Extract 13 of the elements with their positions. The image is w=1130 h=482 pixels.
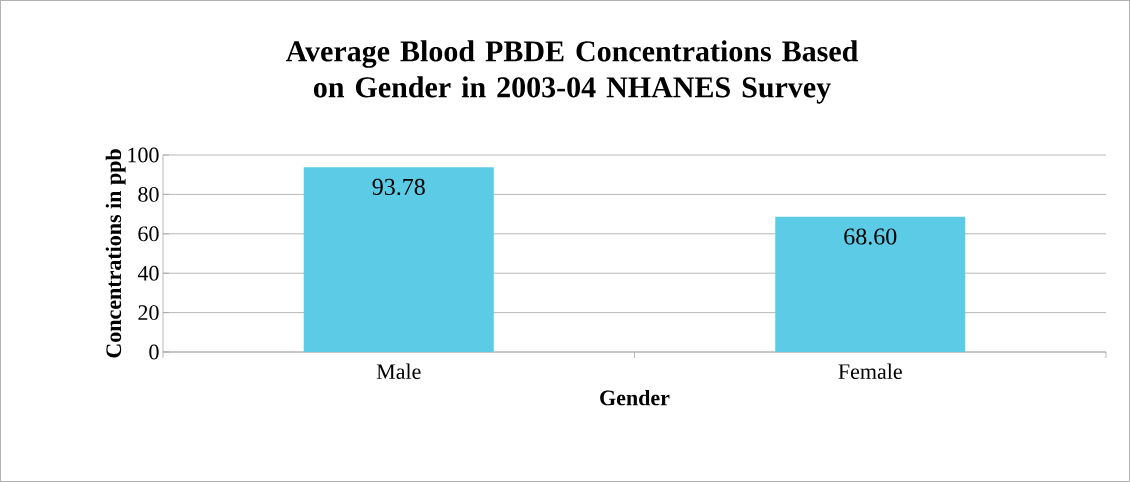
y-tick-label: 100: [128, 147, 159, 163]
y-tick-label: 20: [138, 305, 159, 321]
x-axis-title: Gender: [600, 389, 670, 406]
y-tick-label: 80: [138, 186, 159, 202]
y-tick-label: 0: [149, 344, 159, 360]
x-tick-label: Female: [838, 363, 902, 380]
data-label: 93.78: [372, 178, 425, 196]
y-tick-label: 60: [138, 226, 159, 242]
chart-title: Average Blood PBDE Concentrations Based on Gender in 2003-04 NHANES Survey: [285, 40, 859, 104]
y-axis-title: Concentrations in ppb: [105, 149, 126, 358]
data-label: 68.60: [844, 228, 897, 245]
x-tick-label: Male: [376, 363, 421, 380]
y-tick-label: 40: [137, 265, 159, 281]
